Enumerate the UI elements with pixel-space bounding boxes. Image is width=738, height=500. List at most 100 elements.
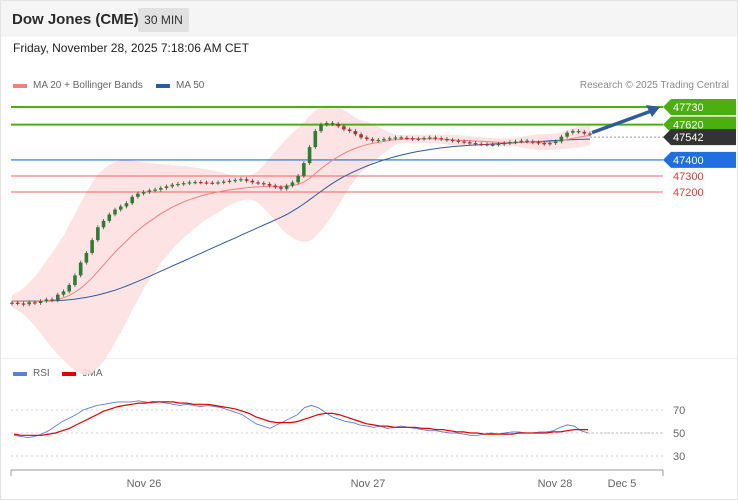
forecast-arrow-line: [591, 108, 655, 135]
candle-body: [330, 123, 335, 125]
datetime-label: Friday, November 28, 2025 7:18:06 AM CET: [13, 41, 249, 55]
level-label-47400: 47400: [673, 155, 704, 167]
candle-body: [588, 133, 592, 135]
candle-body: [239, 179, 243, 181]
level-label-47730: 47730: [673, 102, 704, 114]
candle-body: [565, 132, 569, 137]
candle-body: [233, 179, 237, 182]
level-label-47300: 47300: [673, 171, 704, 183]
candle-body: [181, 183, 186, 185]
legend-ma20-swatch: [13, 83, 27, 88]
timeframe-badge[interactable]: 30 MIN: [138, 8, 189, 32]
candle-body: [405, 137, 409, 139]
bollinger-band-area: [12, 105, 590, 375]
candle-body: [479, 143, 484, 146]
candle-body: [227, 180, 232, 182]
candle-body: [256, 182, 260, 184]
candle-body: [244, 179, 249, 181]
candle-body: [73, 275, 77, 286]
candle-body: [450, 139, 455, 142]
level-tag-47400: [663, 151, 736, 168]
candle-body: [27, 302, 31, 305]
candle-body: [78, 262, 83, 276]
candle-body: [513, 141, 518, 143]
candle-body: [187, 182, 192, 184]
candle-body: [250, 180, 255, 183]
candle-body: [319, 124, 323, 132]
candle-body: [96, 227, 100, 241]
x-tick-dec-5: Dec 5: [608, 478, 637, 490]
candle-body: [530, 141, 535, 143]
ma50-line: [12, 138, 591, 302]
candle-body: [33, 302, 37, 304]
candle-body: [204, 182, 209, 184]
candle-body: [399, 137, 403, 139]
candle-body: [50, 299, 54, 301]
candle-body: [153, 189, 157, 191]
candle-body: [382, 139, 386, 141]
candle-body: [216, 182, 220, 184]
candle-body: [290, 182, 295, 186]
candle-body: [416, 138, 421, 140]
candle-body: [61, 291, 66, 295]
candle-body: [193, 182, 197, 184]
candle-body: [262, 183, 266, 185]
candle-body: [107, 214, 112, 221]
candle-body: [38, 301, 43, 303]
candle-body: [296, 175, 300, 183]
candle-body: [313, 131, 318, 148]
x-tick-nov-27: Nov 27: [351, 478, 386, 490]
candle-body: [393, 137, 398, 139]
candle-body: [279, 187, 283, 189]
legend-rsi: RSI: [13, 368, 50, 379]
legend-ma20: MA 20 + Bollinger Bands: [13, 80, 143, 91]
candle-body: [559, 136, 564, 142]
panel-separator: [1, 358, 737, 359]
candle-body: [336, 123, 340, 127]
candle-body: [176, 183, 180, 186]
candle-body: [353, 131, 358, 135]
candle-body: [164, 186, 169, 188]
candle-body: [284, 185, 289, 189]
rsi-tick-70: 70: [673, 405, 685, 417]
candle-body: [84, 252, 89, 263]
candle-body: [118, 206, 123, 210]
candle-body: [347, 129, 352, 132]
candle-body: [410, 138, 415, 140]
candle-body: [15, 302, 20, 304]
candle-body: [90, 240, 94, 253]
candle-body: [141, 192, 146, 194]
candle-body: [158, 187, 163, 190]
level-tag-47730: [663, 99, 736, 115]
candle-body: [124, 203, 129, 207]
candle-body: [536, 142, 541, 144]
legend-ma50-label: MA 50: [176, 80, 205, 91]
candle-body: [571, 131, 575, 133]
candle-body: [496, 143, 501, 146]
candle-body: [370, 139, 375, 141]
candle-body: [519, 140, 524, 142]
x-tick-nov-26: Nov 26: [127, 478, 162, 490]
candle-body: [485, 144, 489, 146]
candle-body: [468, 142, 472, 144]
chart-header: Dow Jones (CME) 30 MIN: [1, 1, 737, 37]
candle-body: [101, 220, 106, 228]
level-tag-47542: [663, 129, 736, 146]
candle-body: [359, 134, 363, 138]
candle-body: [462, 141, 466, 143]
rsi-9ma-line: [13, 401, 588, 436]
legend-ma20-label: MA 20 + Bollinger Bands: [33, 80, 143, 91]
candle-body: [525, 140, 529, 142]
candle-body: [502, 143, 506, 145]
x-tick-nov-28: Nov 28: [538, 478, 573, 490]
candle-body: [508, 142, 512, 144]
candle-body: [553, 141, 558, 144]
candle-body: [67, 285, 72, 292]
level-label-47542: 47542: [673, 132, 704, 144]
candle-body: [490, 144, 495, 146]
candle-body: [44, 299, 49, 302]
candle-body: [130, 196, 134, 204]
level-tag-47620: [663, 116, 736, 133]
candle-body: [342, 126, 346, 130]
